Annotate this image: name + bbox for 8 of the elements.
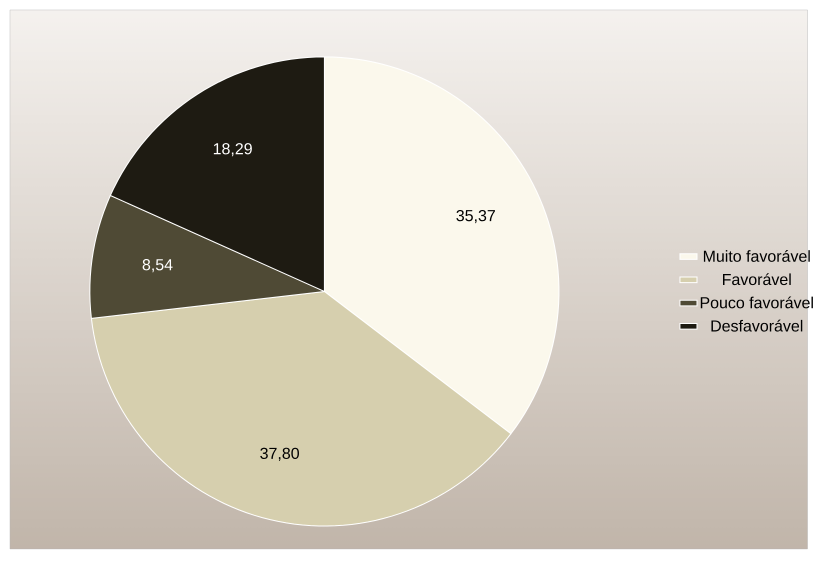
legend-label: Pouco favorável: [700, 296, 813, 308]
legend-label: Favorável: [723, 273, 791, 286]
data-label: 18,29: [214, 143, 252, 156]
legend-label: Muito favorável: [704, 250, 810, 262]
data-label: 8,54: [142, 259, 173, 272]
data-label: 37,80: [260, 448, 299, 461]
legend-label: Desfavorável: [711, 320, 802, 332]
data-label: 35,37: [456, 210, 495, 224]
